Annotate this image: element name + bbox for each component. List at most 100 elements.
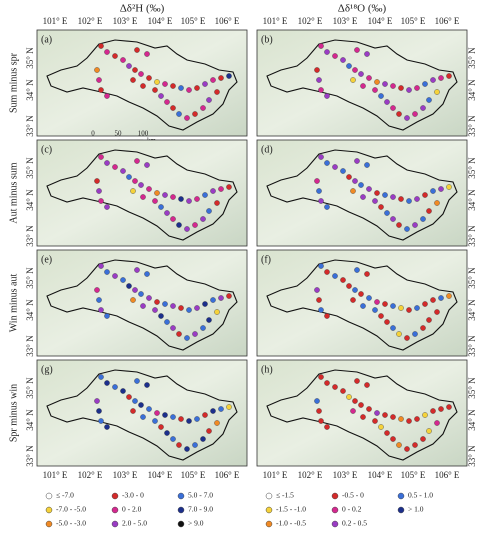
sample-point (98, 87, 104, 93)
sample-point (126, 174, 132, 180)
x-label-top: 102° E (78, 16, 103, 26)
y-label: 35° N (25, 47, 35, 69)
sample-point (434, 309, 440, 315)
sample-point (426, 208, 432, 214)
y-label: 35° N (25, 267, 35, 289)
sample-point (214, 89, 220, 95)
legend-label: 2.0 - 5.0 (122, 519, 147, 528)
sample-point (354, 47, 360, 53)
sample-point (404, 115, 410, 121)
sample-point (360, 414, 366, 420)
sample-point (384, 430, 390, 436)
terrain (36, 139, 248, 247)
sample-point (318, 154, 324, 160)
x-label-top: 103° E (113, 16, 138, 26)
sample-point (314, 287, 320, 293)
y-label: 34° N (467, 79, 477, 101)
sample-point (398, 305, 404, 311)
sample-point (192, 222, 198, 228)
sample-point (314, 67, 320, 73)
sample-point (94, 67, 100, 73)
sample-point (162, 81, 168, 87)
sample-point (406, 87, 412, 93)
sample-point (420, 436, 426, 442)
sample-point (112, 384, 118, 390)
sample-point (406, 418, 412, 424)
sample-point (152, 198, 158, 204)
sample-point (202, 192, 208, 198)
sample-point (374, 79, 380, 85)
terrain (36, 249, 248, 357)
sample-point (104, 204, 110, 210)
panel-letter: (f) (261, 254, 271, 265)
sample-point (200, 436, 206, 442)
legend-label: -1.0 - -0.5 (276, 519, 306, 528)
sample-point (98, 263, 104, 269)
sample-point (96, 188, 102, 194)
x-label-bottom: 103° E (113, 470, 138, 480)
x-label-bottom: 106° E (215, 470, 240, 480)
terrain (256, 359, 468, 467)
x-label-top: 101° E (263, 16, 288, 26)
sample-point (434, 200, 440, 206)
sample-point (94, 178, 100, 184)
sample-point (206, 317, 212, 323)
y-label: 34° N (25, 189, 35, 211)
sample-point (98, 418, 104, 424)
sample-point (130, 188, 136, 194)
sample-point (170, 83, 176, 89)
sample-point (144, 271, 150, 277)
sample-point (158, 424, 164, 430)
sample-point (214, 200, 220, 206)
sample-point (214, 420, 220, 426)
sample-point (94, 287, 100, 293)
sample-point (146, 295, 152, 301)
y-label: 33° N (25, 115, 35, 137)
sample-point (200, 216, 206, 222)
map-panel: (f) (256, 249, 468, 357)
sample-point (366, 75, 372, 81)
sample-point (210, 297, 216, 303)
sample-point (184, 335, 190, 341)
sample-point (194, 305, 200, 311)
sample-point (154, 190, 160, 196)
legend-label: -1.5 - -1.0 (276, 505, 306, 514)
legend-label: 0 - 2.0 (122, 505, 142, 514)
sample-point (430, 77, 436, 83)
sample-point (170, 216, 176, 222)
sample-point (162, 301, 168, 307)
sample-point (372, 198, 378, 204)
sample-point (186, 198, 192, 204)
legend-label: -3.0 - 0 (122, 491, 144, 500)
sample-point (140, 83, 146, 89)
sample-point (396, 111, 402, 117)
sample-point (176, 111, 182, 117)
sample-point (324, 269, 330, 275)
sample-point (132, 67, 138, 73)
sample-point (430, 408, 436, 414)
y-label: 33° N (467, 335, 477, 357)
sample-point (414, 416, 420, 422)
sample-point (404, 335, 410, 341)
sample-point (372, 87, 378, 93)
sample-point (324, 313, 330, 319)
sample-point (426, 317, 432, 323)
sample-point (194, 416, 200, 422)
sample-point (126, 283, 132, 289)
sample-point (104, 49, 110, 55)
sample-point (158, 93, 164, 99)
sample-point (154, 299, 160, 305)
legend-symbol (111, 520, 119, 528)
legend-symbol (265, 492, 273, 500)
sample-point (104, 380, 110, 386)
sample-point (364, 271, 370, 277)
sample-point (178, 305, 184, 311)
x-label-bottom: 104° E (148, 470, 173, 480)
sample-point (202, 301, 208, 307)
sample-point (98, 198, 104, 204)
sample-point (364, 162, 370, 168)
sample-point (132, 398, 138, 404)
legend-label: 5.0 - 7.0 (188, 491, 213, 500)
sample-point (104, 313, 110, 319)
legend-symbol (331, 520, 339, 528)
